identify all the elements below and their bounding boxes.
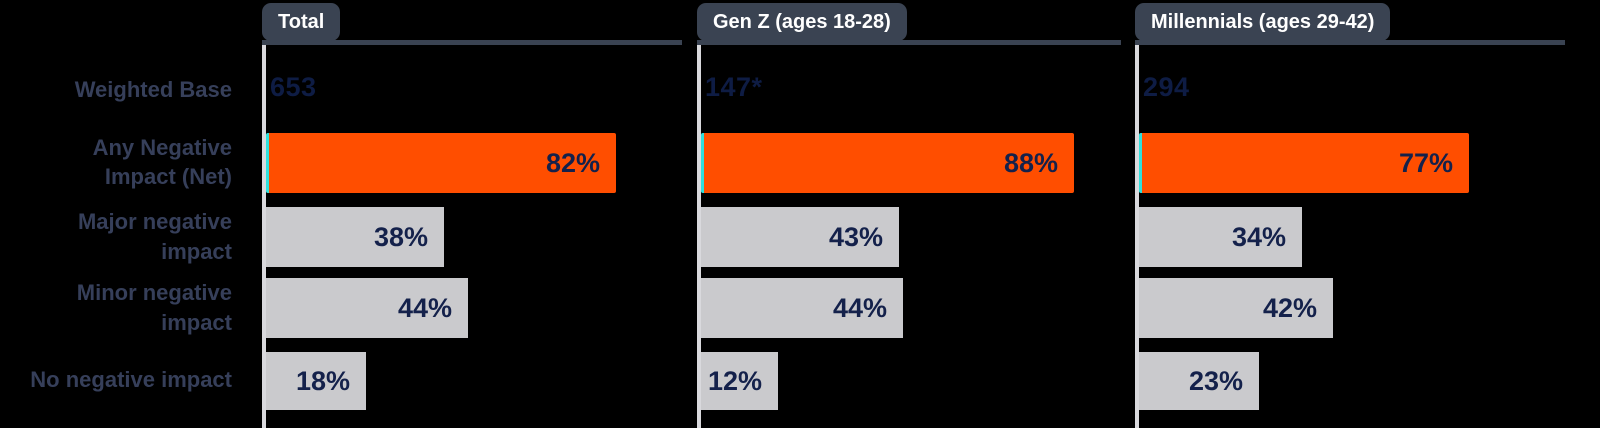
panel-total: Total 653 82% 38% 44% 18% bbox=[262, 0, 682, 428]
tab-millennials-label: Millennials (ages 29-42) bbox=[1151, 10, 1375, 33]
axis-line bbox=[262, 45, 266, 428]
header-rule bbox=[262, 40, 682, 45]
header-rule bbox=[697, 40, 1121, 45]
bar-total-any-negative-impact: 82% bbox=[266, 133, 616, 193]
bar-gen-z-major-negative-impact: 43% bbox=[701, 207, 899, 267]
weighted-base-value-gen-z: 147* bbox=[705, 72, 763, 102]
bar-value-label: 44% bbox=[397, 292, 452, 323]
bar-total-no-negative-impact: 18% bbox=[266, 352, 366, 410]
tab-total: Total bbox=[262, 3, 341, 41]
row-label-minor-negative-impact: Minor negative impact bbox=[76, 280, 232, 335]
row-label-no-negative-impact: No negative impact bbox=[30, 367, 232, 393]
panel-millennials: Millennials (ages 29-42) 294 77% 34% 42%… bbox=[1135, 0, 1565, 428]
bar-value-label: 18% bbox=[295, 365, 350, 396]
row-label-any-negative-impact: Any Negative Impact (Net) bbox=[92, 134, 232, 189]
bar-gen-z-minor-negative-impact: 44% bbox=[701, 278, 903, 338]
bar-value-label: 82% bbox=[545, 147, 600, 178]
bar-gen-z-no-negative-impact: 12% bbox=[701, 352, 778, 410]
row-label-weighted-base: Weighted Base bbox=[74, 77, 232, 103]
weighted-base-value-millennials: 294 bbox=[1143, 72, 1190, 102]
bar-millennials-any-negative-impact: 77% bbox=[1139, 133, 1469, 193]
bar-gen-z-any-negative-impact: 88% bbox=[701, 133, 1074, 193]
tab-gen-z-label: Gen Z (ages 18-28) bbox=[713, 10, 891, 33]
tab-total-label: Total bbox=[278, 10, 325, 33]
bar-millennials-no-negative-impact: 23% bbox=[1139, 352, 1259, 410]
panel-gen-z: Gen Z (ages 18-28) 147* 88% 43% 44% 12% bbox=[697, 0, 1121, 428]
bar-value-label: 42% bbox=[1262, 292, 1317, 323]
bar-value-label: 43% bbox=[828, 221, 883, 252]
bar-value-label: 88% bbox=[1003, 147, 1058, 178]
tab-millennials: Millennials (ages 29-42) bbox=[1135, 3, 1391, 41]
bar-millennials-major-negative-impact: 34% bbox=[1139, 207, 1302, 267]
tab-gen-z: Gen Z (ages 18-28) bbox=[697, 3, 907, 41]
header-rule bbox=[1135, 40, 1565, 45]
bar-total-minor-negative-impact: 44% bbox=[266, 278, 468, 338]
bar-value-label: 34% bbox=[1231, 221, 1286, 252]
bar-value-label: 38% bbox=[373, 221, 428, 252]
bar-value-label: 44% bbox=[832, 292, 887, 323]
axis-line bbox=[1135, 45, 1139, 428]
weighted-base-value-total: 653 bbox=[270, 72, 317, 102]
axis-line bbox=[697, 45, 701, 428]
row-labels: Weighted Base Any Negative Impact (Net) … bbox=[0, 0, 232, 428]
bar-millennials-minor-negative-impact: 42% bbox=[1139, 278, 1333, 338]
bar-total-major-negative-impact: 38% bbox=[266, 207, 444, 267]
bar-value-label: 12% bbox=[707, 365, 762, 396]
row-label-major-negative-impact: Major negative impact bbox=[77, 209, 232, 264]
bar-value-label: 77% bbox=[1398, 147, 1453, 178]
bar-value-label: 23% bbox=[1188, 365, 1243, 396]
